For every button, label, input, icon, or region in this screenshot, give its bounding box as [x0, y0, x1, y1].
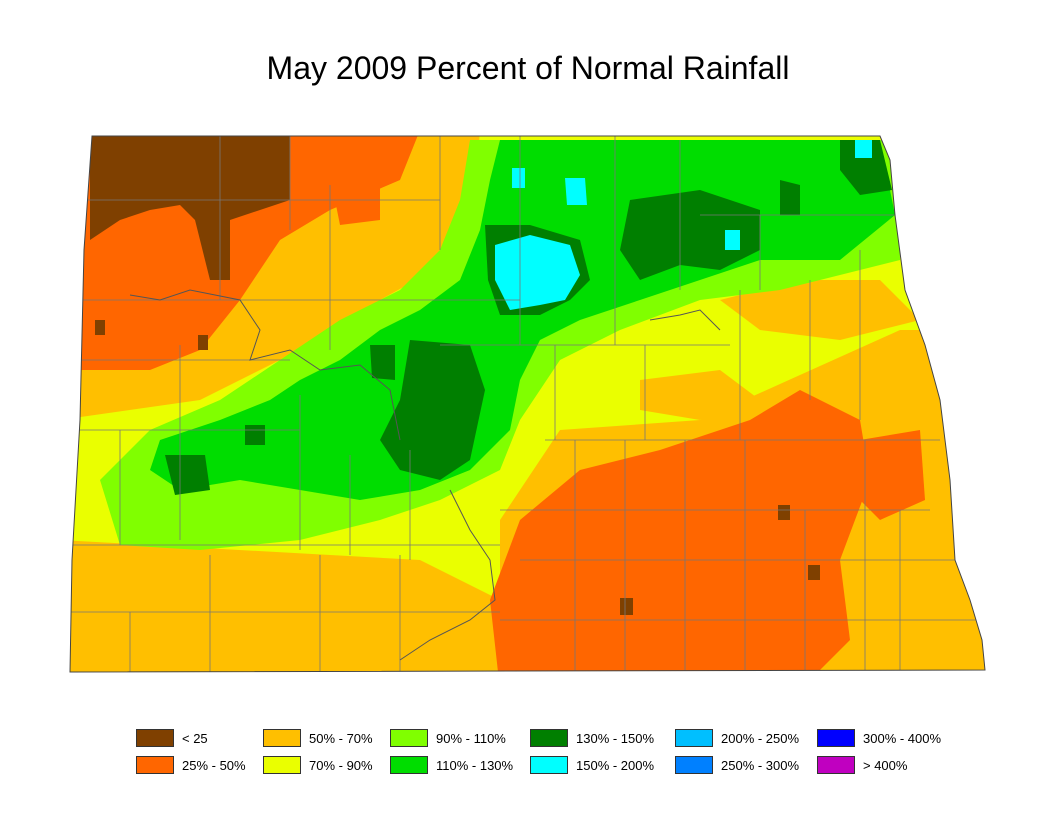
rainfall-map	[69, 135, 986, 673]
legend-label: 90% - 110%	[436, 730, 506, 746]
legend-label: 300% - 400%	[863, 730, 942, 746]
legend-item: < 25	[136, 728, 208, 748]
legend-item: 25% - 50%	[136, 755, 246, 775]
legend-item: 300% - 400%	[817, 728, 941, 748]
legend-item: 90% - 110%	[390, 728, 506, 748]
legend-swatch	[675, 756, 713, 774]
legend-swatch	[530, 756, 568, 774]
legend-item: > 400%	[817, 755, 907, 775]
legend-swatch	[263, 756, 301, 774]
legend-swatch	[136, 729, 174, 747]
legend-label: < 25	[182, 730, 208, 746]
legend-item: 150% - 200%	[530, 755, 654, 775]
legend-item: 130% - 150%	[530, 728, 654, 748]
zone-lt25	[90, 136, 820, 615]
legend-item: 110% - 130%	[390, 755, 513, 775]
legend-label: 50% - 70%	[309, 730, 373, 746]
legend-label: > 400%	[863, 757, 908, 773]
legend-item: 50% - 70%	[263, 728, 373, 748]
legend-swatch	[675, 729, 713, 747]
legend-item: 200% - 250%	[675, 728, 799, 748]
state-outline	[69, 135, 986, 673]
legend-item: 70% - 90%	[263, 755, 373, 775]
legend-swatch	[390, 729, 428, 747]
legend-label: 110% - 130%	[436, 757, 514, 773]
legend-swatch	[817, 756, 855, 774]
legend-swatch	[530, 729, 568, 747]
legend-label: 70% - 90%	[309, 757, 373, 773]
legend-item: 250% - 300%	[675, 755, 799, 775]
legend-label: 130% - 150%	[576, 730, 655, 746]
zone-150-200	[495, 140, 872, 310]
legend-label: 150% - 200%	[576, 757, 655, 773]
map-title: May 2009 Percent of Normal Rainfall	[266, 50, 790, 86]
river-lines	[129, 289, 721, 661]
legend-swatch	[136, 756, 174, 774]
legend-label: 250% - 300%	[721, 757, 800, 773]
county-lines	[70, 136, 985, 672]
legend-label: 25% - 50%	[182, 757, 246, 773]
legend-label: 200% - 250%	[721, 730, 800, 746]
legend-swatch	[390, 756, 428, 774]
legend-swatch	[263, 729, 301, 747]
legend-swatch	[817, 729, 855, 747]
